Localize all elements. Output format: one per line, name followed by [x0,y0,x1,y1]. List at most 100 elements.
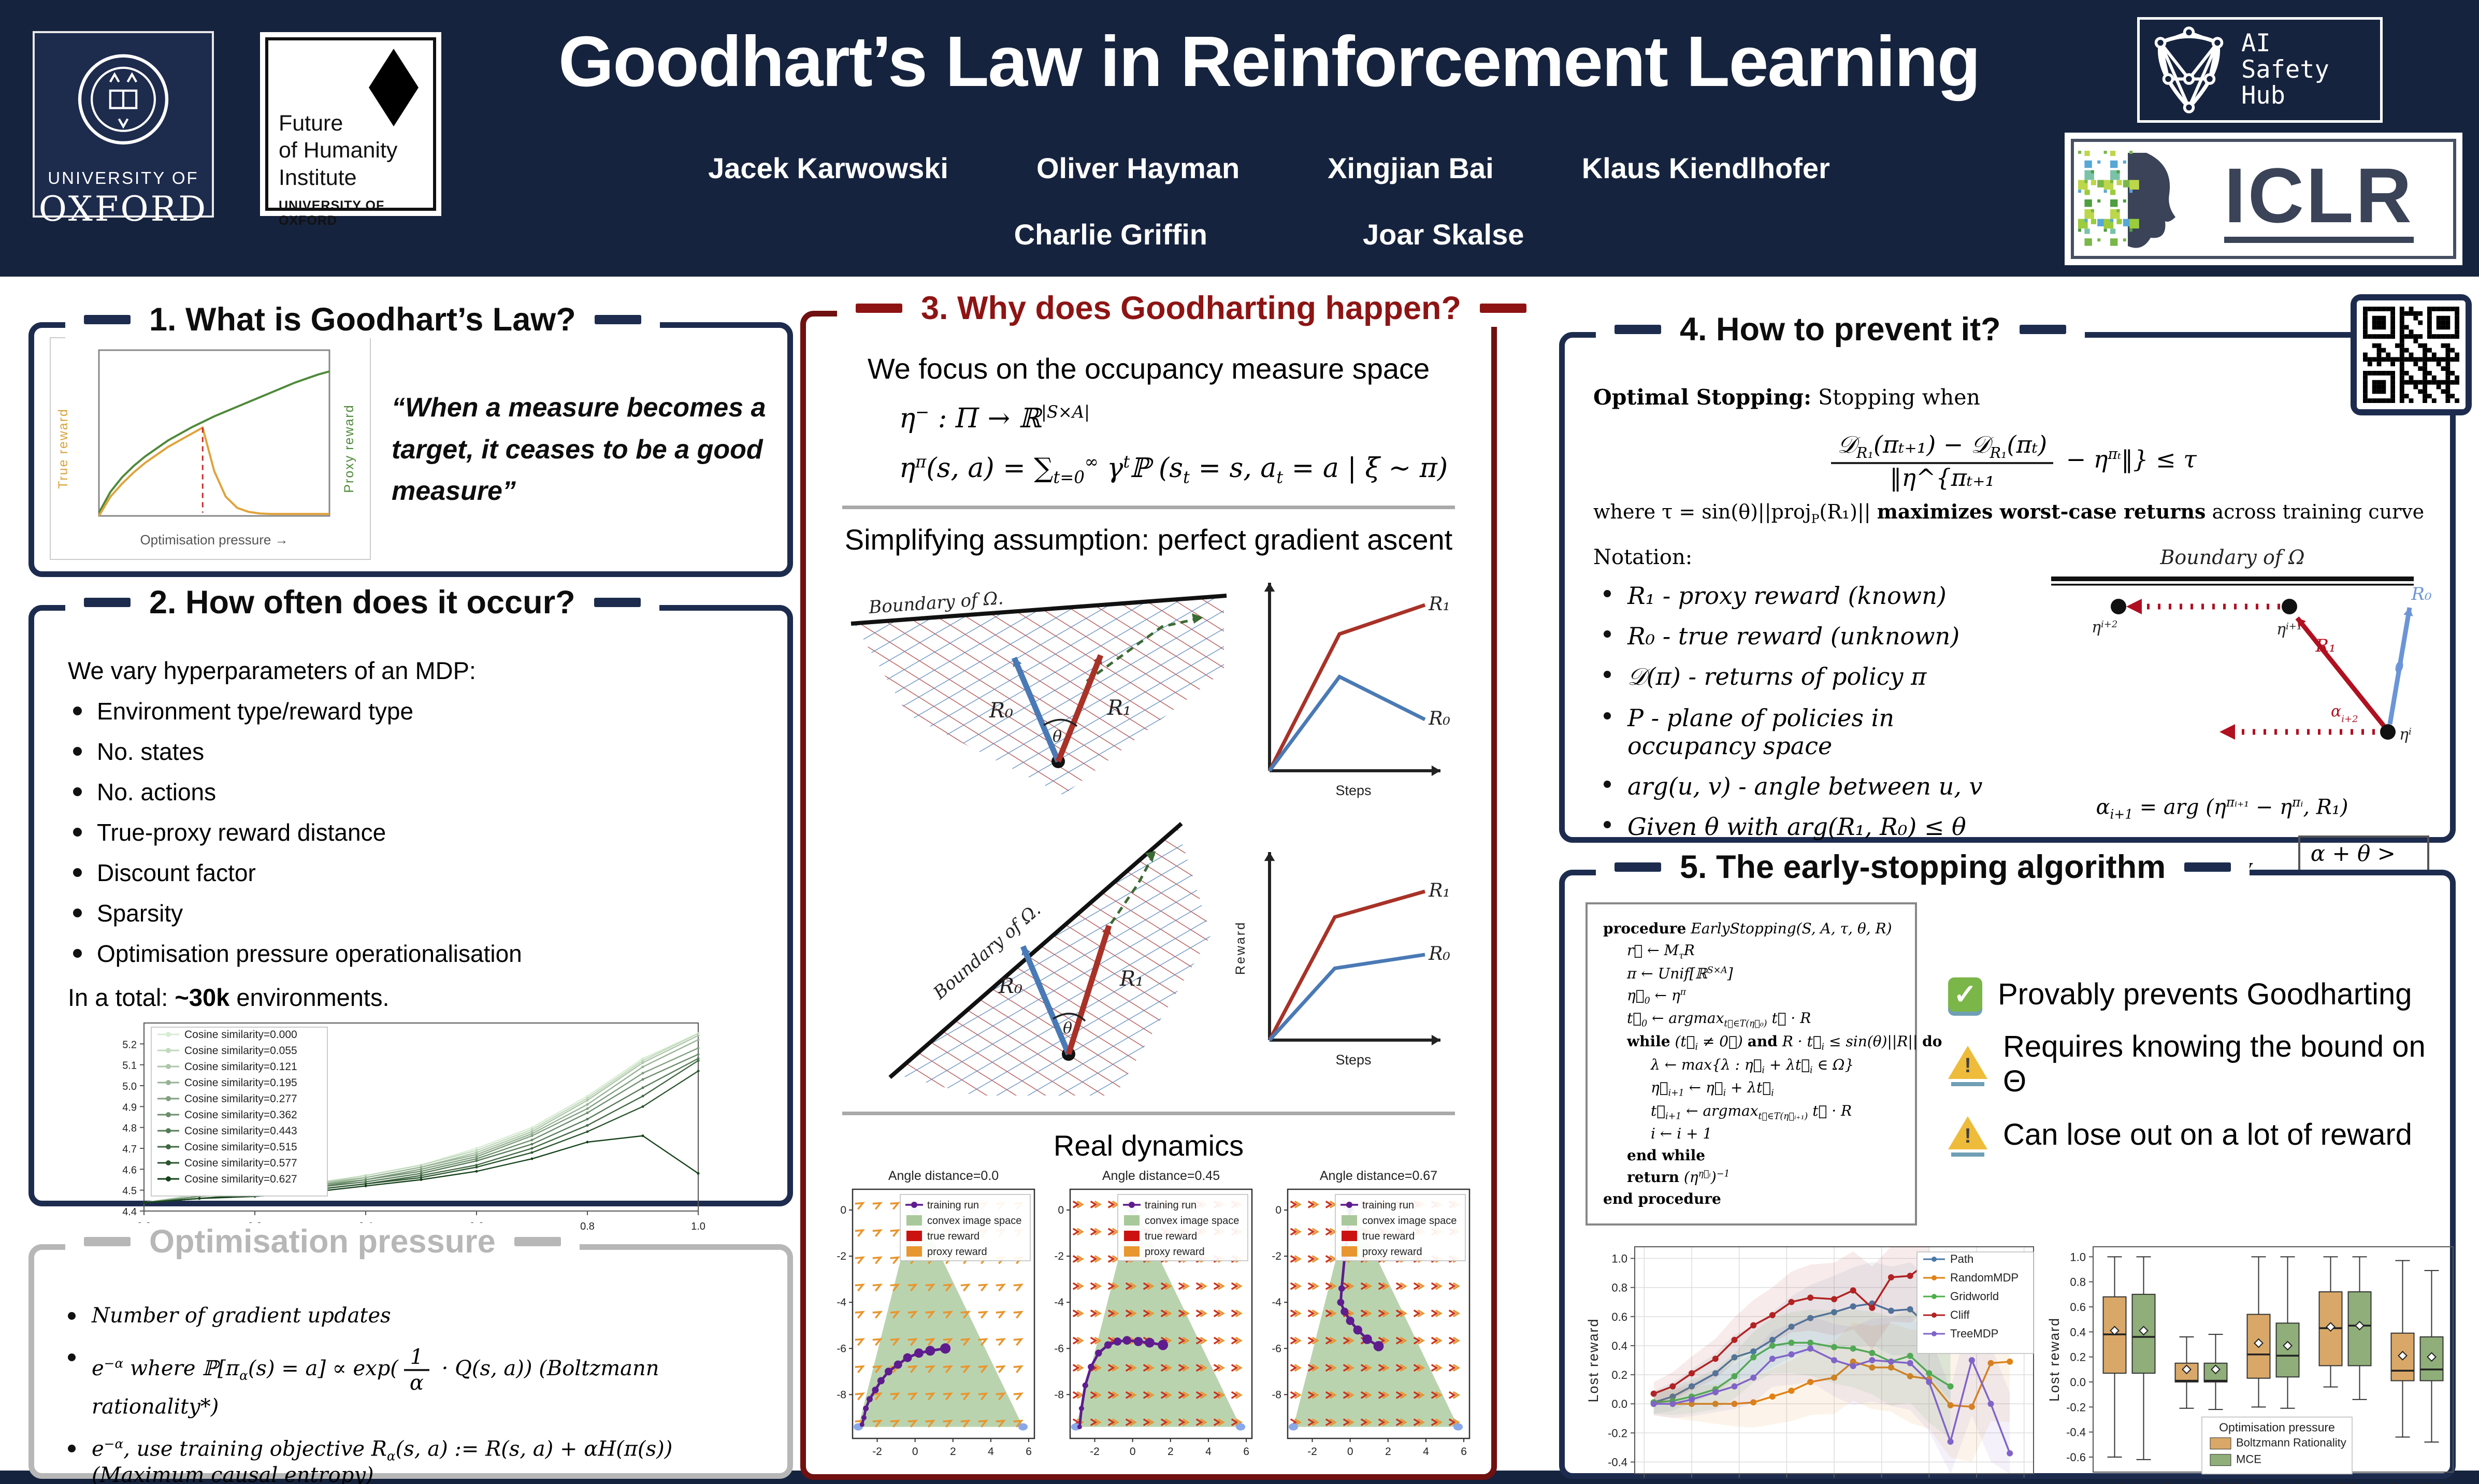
optimisation-pressure-item: e−α where ℙ[πα(s) = a] ∝ exp(1 α · Q(s, a… [65,1345,764,1419]
svg-text:-4: -4 [1272,1296,1281,1308]
optimisation-pressure-item: Number of gradient updates [65,1304,764,1328]
svg-text:2: 2 [950,1446,956,1458]
pseudocode-line: η⃗0 ← ηπ [1627,986,1687,1006]
fhi-line1: Future [279,111,343,136]
svg-text:R₁: R₁ [2315,636,2336,656]
svg-text:0.4: 0.4 [1611,1339,1627,1352]
steps-chart-2: R₁ R₀ Steps Reward [1229,829,1452,1075]
svg-text:0.8: 0.8 [2070,1276,2086,1289]
svg-text:αi+2: αi+2 [2331,702,2358,725]
svg-text:1.0: 1.0 [2070,1251,2086,1264]
hyperparameter-item: Discount factor [70,859,759,887]
svg-text:R₀: R₀ [1428,708,1450,729]
author: Jacek Karwowski [708,152,948,184]
svg-text:Cosine similarity=0.277: Cosine similarity=0.277 [184,1093,297,1105]
svg-text:true reward: true reward [927,1231,979,1242]
svg-text:-8: -8 [1272,1389,1281,1401]
svg-text:0.6: 0.6 [1921,1482,1937,1484]
author: Xingjian Bai [1328,152,1494,184]
pseudocode-line: t⃗0 ← argmaxt⃗∈T(η⃗₀) t⃗ · R [1627,1010,1811,1029]
svg-text:Optimisation pressure: Optimisation pressure [2219,1421,2335,1434]
svg-text:0: 0 [1058,1204,1064,1216]
svg-text:-0.4: -0.4 [1608,1456,1627,1469]
optimisation-pressure-box: Optimisation pressure Number of gradient… [28,1223,793,1484]
oxford-logo-line2: OXFORD [38,189,208,229]
svg-text:-0.2: -0.2 [2066,1401,2086,1414]
svg-text:0.4: 0.4 [2070,1326,2086,1339]
oxford-logo: UNIVERSITY OF OXFORD [33,31,214,229]
svg-text:training run: training run [1145,1200,1197,1211]
hyperparameter-item: No. states [70,738,759,766]
svg-text:0.8: 0.8 [2016,1482,2032,1484]
section-3-why-goodharting: 3. Why does Goodharting happen? We focus… [800,290,1546,1480]
occupancy-measure-line: We focus on the occupancy measure space [867,352,1430,385]
svg-text:Cliff: Cliff [2334,1481,2356,1484]
svg-text:5.1: 5.1 [122,1060,137,1072]
fhi-diamond-icon [369,49,419,126]
svg-text:Cosine similarity=0.577: Cosine similarity=0.577 [184,1157,297,1169]
svg-text:-4: -4 [837,1296,846,1308]
section-1-what-is-goodharts-law: 1. What is Goodhart’s Law? True reward Pr… [28,301,793,577]
section-5-title: 5. The early-stopping algorithm [1596,848,2250,886]
svg-text:4.7: 4.7 [122,1144,137,1155]
pseudocode-line: while (t⃗i ≠ 0⃗) and R · t⃗i ≤ sin(θ)||R… [1627,1032,1942,1053]
pseudocode-line: t⃗i+1 ← argmaxt⃗∈T(η⃗ᵢ₊₁) t⃗ · R [1651,1102,1852,1122]
optimal-stopping-line: Optimal Stopping: Stopping when [1593,385,1980,410]
svg-text:0: 0 [1130,1446,1136,1458]
stopping-formula: 𝒟R₁(πₜ₊₁) − 𝒟R₁(πₜ) ‖η^{πₜ₊₁ − ηπₜ‖} ≤ τ [1593,431,2429,492]
title-dash [2019,325,2066,334]
svg-text:0.4: 0.4 [1826,1482,1842,1484]
svg-text:RandomMDP: RandomMDP [1950,1271,2019,1284]
notation-item: 𝒟(π) - returns of policy π [1601,662,2015,691]
svg-text:R₁: R₁ [1119,967,1143,991]
svg-text:6: 6 [1461,1446,1467,1458]
oxford-logo-line1: UNIVERSITY OF [48,168,199,188]
shield-network-icon [2154,26,2224,113]
title-dash [594,598,641,607]
svg-text:proxy reward: proxy reward [1145,1246,1205,1258]
pseudocode-line: end procedure [1603,1190,1721,1208]
svg-text:proxy reward: proxy reward [927,1246,987,1258]
svg-text:0.8: 0.8 [580,1221,595,1232]
svg-text:4.5: 4.5 [122,1186,137,1197]
ai-safety-hub-logo: AI Safety Hub [2137,17,2383,123]
svg-text:Path: Path [2116,1481,2142,1484]
gradient-ascent-diagram-top: Boundary of Ω. θ R₀ R₁ R₁ R₀ Steps [821,559,1476,805]
svg-text:-2: -2 [1272,1250,1281,1262]
aish-line2: Safety [2241,55,2329,84]
tau-definition: where τ = sin(θ)||projP(R₁)|| maximizes … [1593,499,2425,526]
svg-text:Proxy reward: Proxy reward [342,404,356,493]
eta-sum-formula: ηπ(s, a) = ∑t=0∞ γtℙ (st = s, at = a | ξ… [899,452,1448,487]
svg-text:TreeMDP: TreeMDP [1950,1327,1998,1340]
pseudocode-line: procedure EarlyStopping(S, A, τ, θ, R) [1603,920,1892,937]
svg-text:-0.2: -0.2 [1608,1427,1627,1440]
title-dash [84,315,131,324]
svg-text:4.8: 4.8 [122,1123,137,1134]
svg-text:Optimisation pressure →: Optimisation pressure → [140,532,288,548]
svg-text:2: 2 [1385,1446,1391,1458]
svg-text:Reward: Reward [1233,921,1248,975]
svg-text:4: 4 [1205,1446,1212,1458]
svg-text:-4: -4 [1054,1296,1064,1308]
svg-text:4.4: 4.4 [122,1206,137,1218]
svg-text:0.0: 0.0 [1611,1398,1627,1411]
title-dash [594,315,641,324]
optimisation-pressure-title: Optimisation pressure [65,1223,580,1260]
notation-list: R₁ - proxy reward (known) R₀ - true rewar… [1601,582,2015,841]
omega-boundary-diagram-2: Boundary of Ω. θ R₀ R₁ [846,805,1229,1098]
hyperparameter-item: Optimisation pressure operationalisation [70,940,759,968]
svg-text:Cosine similarity=0.000: Cosine similarity=0.000 [184,1029,297,1041]
checklist-row: ! Requires knowing the bound on Θ [1948,1029,2434,1099]
authors-row2: Charlie Griffin Joar Skalse [544,218,1994,251]
svg-text:Cosine similarity=0.362: Cosine similarity=0.362 [184,1109,297,1121]
simplifying-assumption-heading: Simplifying assumption: perfect gradient… [844,523,1453,556]
early-stopping-pseudocode: procedure EarlyStopping(S, A, τ, θ, R) r⃗… [1586,902,1942,1226]
svg-text:5.0: 5.0 [122,1081,137,1092]
svg-text:MCE: MCE [2236,1453,2261,1466]
svg-text:θ: θ [1052,728,1061,746]
section-2-title: 2. How often does it occur? [65,584,659,621]
notation-block: Notation: R₁ - proxy reward (known) R₀ - … [1593,545,2015,923]
svg-text:-6: -6 [1272,1343,1281,1355]
title-dash [856,304,902,313]
svg-text:Boltzmann Rationality: Boltzmann Rationality [2236,1436,2346,1449]
